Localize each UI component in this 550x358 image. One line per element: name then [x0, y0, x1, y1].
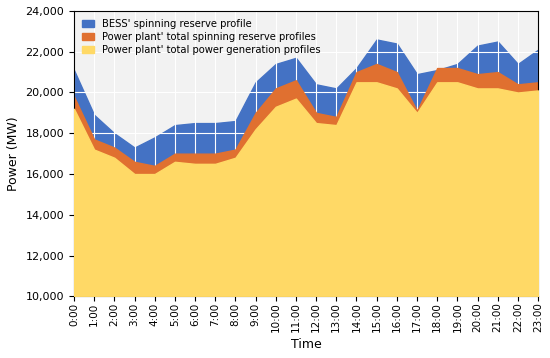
X-axis label: Time: Time	[290, 338, 321, 351]
Y-axis label: Power (MW): Power (MW)	[7, 116, 20, 191]
Legend: BESS' spinning reserve profile, Power plant' total spinning reserve profiles, Po: BESS' spinning reserve profile, Power pl…	[79, 16, 323, 58]
